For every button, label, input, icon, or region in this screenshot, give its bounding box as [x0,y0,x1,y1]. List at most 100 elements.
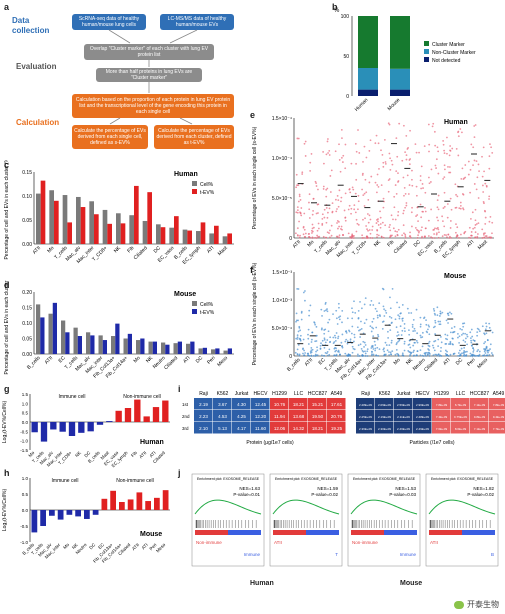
data-point [408,350,411,353]
data-point [371,320,374,323]
x-tick-label: Mast [217,245,229,257]
data-point [321,217,324,220]
data-point [401,352,404,355]
bar [110,490,116,510]
x-tick-label: Mast [100,450,111,461]
heatmap-value: 19.25 [331,426,343,431]
data-point [408,312,410,314]
data-point [363,346,365,348]
data-point [404,233,407,236]
data-point [449,311,451,314]
data-point [353,208,356,211]
bar [67,222,72,244]
data-point [389,307,392,310]
data-point [353,204,356,206]
data-point [428,349,430,351]
data-point [382,197,385,200]
x-tick-label: Mo [133,355,142,364]
data-point [366,213,369,215]
data-point [337,350,339,353]
data-point [481,155,483,158]
data-point [401,234,404,237]
legend-label: Non-Cluster Marker [432,50,476,56]
data-point [350,207,353,210]
data-point [475,223,478,225]
data-point [363,322,366,324]
data-point [425,319,427,322]
data-point [484,352,487,354]
bar [89,201,94,244]
y-axis-label: Percentage of EVs in each single cell (s… [252,126,258,229]
y-tick-label: 1.5×10⁻⁴ [272,116,292,122]
stacked-bar-segment [390,68,410,90]
bar [152,407,160,422]
heatmap-value: 12.06 [274,426,286,431]
chart-c-bar: Human Percentage of cell and EVs in each … [4,160,234,266]
data-point [411,184,414,187]
y-tick-label: 1.0×10⁻³ [272,298,292,304]
data-point [464,164,467,166]
data-point [367,198,370,201]
data-point [432,308,435,310]
data-point [307,233,310,235]
x-tick-label: ATI [148,450,156,458]
bar [116,213,121,244]
data-point [446,203,449,205]
data-point [332,336,335,339]
data-point [347,232,350,235]
data-point [428,333,431,336]
data-point [416,236,419,239]
data-point [375,222,378,224]
data-point [481,237,484,239]
data-point [436,216,438,219]
heatmap-cell [432,410,451,422]
data-point [424,235,427,238]
bar [173,343,178,354]
data-point [447,314,450,317]
gsea-frame [425,473,499,567]
data-point [297,137,300,140]
data-point [310,347,313,349]
data-point [402,124,405,127]
data-point [434,353,437,356]
data-point [340,228,342,230]
bar [142,220,148,244]
data-point [409,236,412,239]
data-point [462,208,465,211]
data-point [440,346,442,349]
bar [75,510,81,517]
heatmap-cell [470,398,489,410]
panel-d-label: d [4,280,10,290]
data-point [322,151,325,153]
data-point [447,322,449,324]
data-point [421,210,424,213]
data-point [451,331,454,334]
data-point [488,322,491,325]
data-point [474,231,477,234]
data-point [389,296,391,299]
data-point [365,191,368,194]
data-point [337,316,340,319]
data-point [466,333,468,336]
data-point [402,354,405,357]
data-point [313,321,316,324]
data-point [486,339,489,341]
bar [106,421,113,422]
data-point [357,316,360,319]
heatmap-value: 8.6E+09 [455,427,467,431]
data-point [478,170,480,173]
data-point [376,228,379,231]
data-point [459,327,462,330]
data-point [357,309,360,312]
bar [90,335,95,354]
y-axis-label: Percentage of EVs in each single cell (s… [252,262,258,365]
y-tick-label: 1.0×10⁻⁴ [272,156,292,162]
data-point [471,355,474,357]
y-axis-label: Percentage of cell and EVs in each clust… [4,160,10,260]
data-point [297,330,300,333]
data-point [323,332,326,335]
data-point [488,195,491,198]
data-point [375,354,378,357]
data-point [402,212,405,215]
data-point [357,223,360,226]
